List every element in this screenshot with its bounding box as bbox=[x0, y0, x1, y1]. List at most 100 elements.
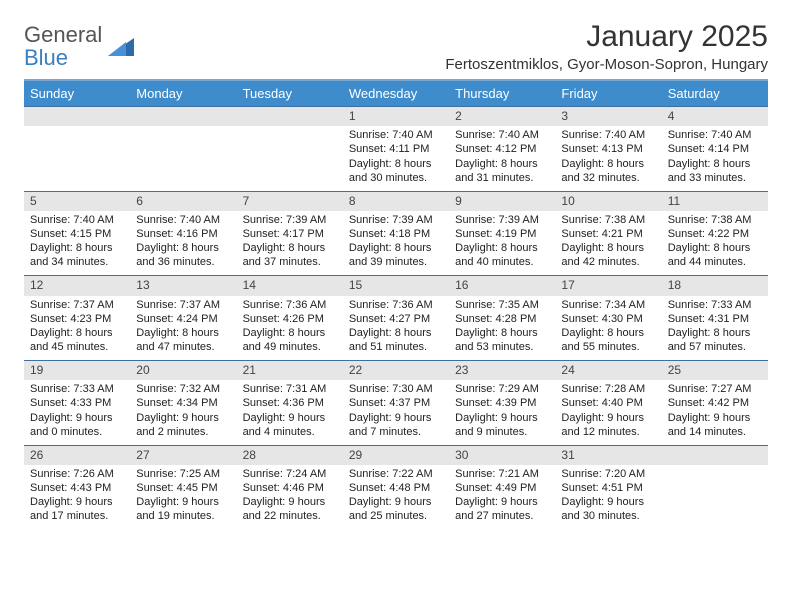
sunrise-line: Sunrise: 7:30 AM bbox=[349, 382, 443, 396]
daylight-line-1: Daylight: 8 hours bbox=[243, 241, 337, 255]
day-number: 11 bbox=[662, 191, 768, 211]
daylight-line-1: Daylight: 8 hours bbox=[561, 326, 655, 340]
daylight-line-1: Daylight: 8 hours bbox=[455, 326, 549, 340]
weekday-head: Tuesday bbox=[237, 81, 343, 106]
day-number: 8 bbox=[343, 191, 449, 211]
day-body: Sunrise: 7:36 AMSunset: 4:27 PMDaylight:… bbox=[343, 296, 449, 360]
sunset-line: Sunset: 4:12 PM bbox=[455, 142, 549, 156]
day-body: Sunrise: 7:31 AMSunset: 4:36 PMDaylight:… bbox=[237, 380, 343, 444]
day-number: 7 bbox=[237, 191, 343, 211]
day-number: 9 bbox=[449, 191, 555, 211]
day-number: 30 bbox=[449, 445, 555, 465]
calendar-cell bbox=[24, 106, 130, 191]
sunset-line: Sunset: 4:23 PM bbox=[30, 312, 124, 326]
day-body: Sunrise: 7:40 AMSunset: 4:16 PMDaylight:… bbox=[130, 211, 236, 275]
day-body: Sunrise: 7:30 AMSunset: 4:37 PMDaylight:… bbox=[343, 380, 449, 444]
sunrise-line: Sunrise: 7:32 AM bbox=[136, 382, 230, 396]
day-body: Sunrise: 7:37 AMSunset: 4:24 PMDaylight:… bbox=[130, 296, 236, 360]
daylight-line-2: and 17 minutes. bbox=[30, 509, 124, 523]
day-body: Sunrise: 7:39 AMSunset: 4:18 PMDaylight:… bbox=[343, 211, 449, 275]
calendar-week: 19Sunrise: 7:33 AMSunset: 4:33 PMDayligh… bbox=[24, 360, 768, 445]
day-body bbox=[130, 126, 236, 188]
daylight-line-2: and 4 minutes. bbox=[243, 425, 337, 439]
calendar-cell: 26Sunrise: 7:26 AMSunset: 4:43 PMDayligh… bbox=[24, 445, 130, 530]
daylight-line-1: Daylight: 8 hours bbox=[668, 157, 762, 171]
daylight-line-1: Daylight: 9 hours bbox=[349, 411, 443, 425]
daylight-line-1: Daylight: 9 hours bbox=[668, 411, 762, 425]
daylight-line-1: Daylight: 8 hours bbox=[349, 326, 443, 340]
day-number: 5 bbox=[24, 191, 130, 211]
daylight-line-1: Daylight: 8 hours bbox=[349, 241, 443, 255]
sunrise-line: Sunrise: 7:39 AM bbox=[455, 213, 549, 227]
title-block: January 2025 Fertoszentmiklos, Gyor-Moso… bbox=[445, 20, 768, 73]
calendar-page: General Blue January 2025 Fertoszentmikl… bbox=[0, 0, 792, 612]
sunrise-line: Sunrise: 7:37 AM bbox=[136, 298, 230, 312]
sunrise-line: Sunrise: 7:33 AM bbox=[30, 382, 124, 396]
sunset-line: Sunset: 4:40 PM bbox=[561, 396, 655, 410]
sunrise-line: Sunrise: 7:31 AM bbox=[243, 382, 337, 396]
day-number: 18 bbox=[662, 275, 768, 295]
sunrise-line: Sunrise: 7:37 AM bbox=[30, 298, 124, 312]
daylight-line-1: Daylight: 9 hours bbox=[30, 495, 124, 509]
calendar-cell: 13Sunrise: 7:37 AMSunset: 4:24 PMDayligh… bbox=[130, 275, 236, 360]
day-body: Sunrise: 7:40 AMSunset: 4:13 PMDaylight:… bbox=[555, 126, 661, 190]
sunrise-line: Sunrise: 7:38 AM bbox=[668, 213, 762, 227]
daylight-line-1: Daylight: 9 hours bbox=[349, 495, 443, 509]
daylight-line-2: and 31 minutes. bbox=[455, 171, 549, 185]
calendar-cell: 22Sunrise: 7:30 AMSunset: 4:37 PMDayligh… bbox=[343, 360, 449, 445]
weekday-head: Wednesday bbox=[343, 81, 449, 106]
day-number: 21 bbox=[237, 360, 343, 380]
calendar-cell: 15Sunrise: 7:36 AMSunset: 4:27 PMDayligh… bbox=[343, 275, 449, 360]
brand-text: General Blue bbox=[24, 24, 102, 70]
daylight-line-2: and 51 minutes. bbox=[349, 340, 443, 354]
sunset-line: Sunset: 4:26 PM bbox=[243, 312, 337, 326]
calendar-cell: 20Sunrise: 7:32 AMSunset: 4:34 PMDayligh… bbox=[130, 360, 236, 445]
daylight-line-2: and 33 minutes. bbox=[668, 171, 762, 185]
sunrise-line: Sunrise: 7:20 AM bbox=[561, 467, 655, 481]
daylight-line-1: Daylight: 9 hours bbox=[455, 495, 549, 509]
calendar-cell: 12 Sunrise: 7:37 AMSunset: 4:23 PMDayligh… bbox=[24, 275, 130, 360]
sunset-line: Sunset: 4:13 PM bbox=[561, 142, 655, 156]
day-body: Sunrise: 7:34 AMSunset: 4:30 PMDaylight:… bbox=[555, 296, 661, 360]
day-number: 20 bbox=[130, 360, 236, 380]
calendar-body: 1Sunrise: 7:40 AMSunset: 4:11 PMDaylight… bbox=[24, 106, 768, 529]
day-number: 13 bbox=[130, 275, 236, 295]
calendar-cell: 19Sunrise: 7:33 AMSunset: 4:33 PMDayligh… bbox=[24, 360, 130, 445]
daylight-line-2: and 36 minutes. bbox=[136, 255, 230, 269]
day-number: 25 bbox=[662, 360, 768, 380]
day-body: Sunrise: 7:24 AMSunset: 4:46 PMDaylight:… bbox=[237, 465, 343, 529]
daylight-line-2: and 53 minutes. bbox=[455, 340, 549, 354]
daylight-line-1: Daylight: 8 hours bbox=[668, 241, 762, 255]
daylight-line-1: Daylight: 8 hours bbox=[30, 326, 124, 340]
day-number: 24 bbox=[555, 360, 661, 380]
daylight-line-2: and 40 minutes. bbox=[455, 255, 549, 269]
calendar-cell: 29Sunrise: 7:22 AMSunset: 4:48 PMDayligh… bbox=[343, 445, 449, 530]
day-number: 12 bbox=[24, 275, 130, 295]
sunrise-line: Sunrise: 7:40 AM bbox=[136, 213, 230, 227]
daylight-line-2: and 19 minutes. bbox=[136, 509, 230, 523]
day-body: Sunrise: 7:27 AMSunset: 4:42 PMDaylight:… bbox=[662, 380, 768, 444]
calendar-cell: 14Sunrise: 7:36 AMSunset: 4:26 PMDayligh… bbox=[237, 275, 343, 360]
daylight-line-2: and 32 minutes. bbox=[561, 171, 655, 185]
daylight-line-2: and 9 minutes. bbox=[455, 425, 549, 439]
day-body: Sunrise: 7:29 AMSunset: 4:39 PMDaylight:… bbox=[449, 380, 555, 444]
weekday-head: Saturday bbox=[662, 81, 768, 106]
daylight-line-2: and 22 minutes. bbox=[243, 509, 337, 523]
day-number: 29 bbox=[343, 445, 449, 465]
daylight-line-1: Daylight: 9 hours bbox=[243, 411, 337, 425]
header: General Blue January 2025 Fertoszentmikl… bbox=[24, 20, 768, 73]
sunset-line: Sunset: 4:28 PM bbox=[455, 312, 549, 326]
calendar-cell: 9Sunrise: 7:39 AMSunset: 4:19 PMDaylight… bbox=[449, 191, 555, 276]
daylight-line-2: and 42 minutes. bbox=[561, 255, 655, 269]
calendar-cell: 23Sunrise: 7:29 AMSunset: 4:39 PMDayligh… bbox=[449, 360, 555, 445]
daylight-line-1: Daylight: 8 hours bbox=[668, 326, 762, 340]
calendar-week: 5Sunrise: 7:40 AMSunset: 4:15 PMDaylight… bbox=[24, 191, 768, 276]
sunrise-line: Sunrise: 7:40 AM bbox=[561, 128, 655, 142]
sunrise-line: Sunrise: 7:24 AM bbox=[243, 467, 337, 481]
location-line: Fertoszentmiklos, Gyor-Moson-Sopron, Hun… bbox=[445, 56, 768, 73]
day-body: Sunrise: 7:40 AMSunset: 4:12 PMDaylight:… bbox=[449, 126, 555, 190]
sunset-line: Sunset: 4:39 PM bbox=[455, 396, 549, 410]
calendar-cell: 3Sunrise: 7:40 AMSunset: 4:13 PMDaylight… bbox=[555, 106, 661, 191]
day-body: Sunrise: 7:40 AMSunset: 4:14 PMDaylight:… bbox=[662, 126, 768, 190]
sunrise-line: Sunrise: 7:40 AM bbox=[668, 128, 762, 142]
